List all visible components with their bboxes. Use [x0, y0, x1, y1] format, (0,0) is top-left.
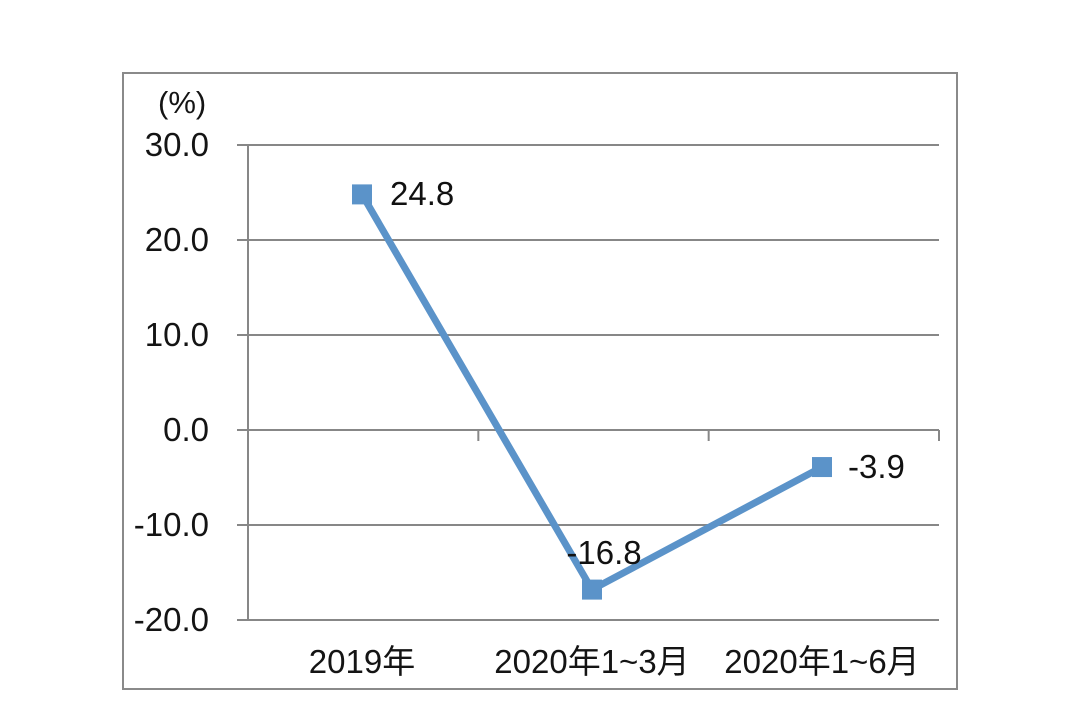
data-point-marker: [352, 184, 372, 205]
y-tick-label: 0.0: [163, 411, 209, 448]
y-tick-label: -10.0: [133, 506, 209, 543]
x-category-label: 2020年1~6月: [724, 643, 920, 680]
y-tick-label: -20.0: [133, 601, 209, 638]
y-tick-label: 20.0: [144, 221, 209, 258]
x-category-label: 2020年1~3月: [494, 643, 690, 680]
data-label: -16.8: [566, 533, 642, 571]
y-tick-label: 30.0: [144, 126, 209, 163]
y-axis-unit-label: (%): [158, 85, 207, 120]
y-tick-label: 10.0: [144, 316, 209, 353]
series-line: [358, 192, 824, 595]
data-point-marker: [812, 457, 832, 478]
data-label: 24.8: [390, 175, 455, 213]
data-point-marker: [582, 579, 602, 600]
data-label: -3.9: [848, 448, 905, 486]
chart-border: [122, 72, 958, 690]
x-category-label: 2019年: [308, 643, 416, 680]
